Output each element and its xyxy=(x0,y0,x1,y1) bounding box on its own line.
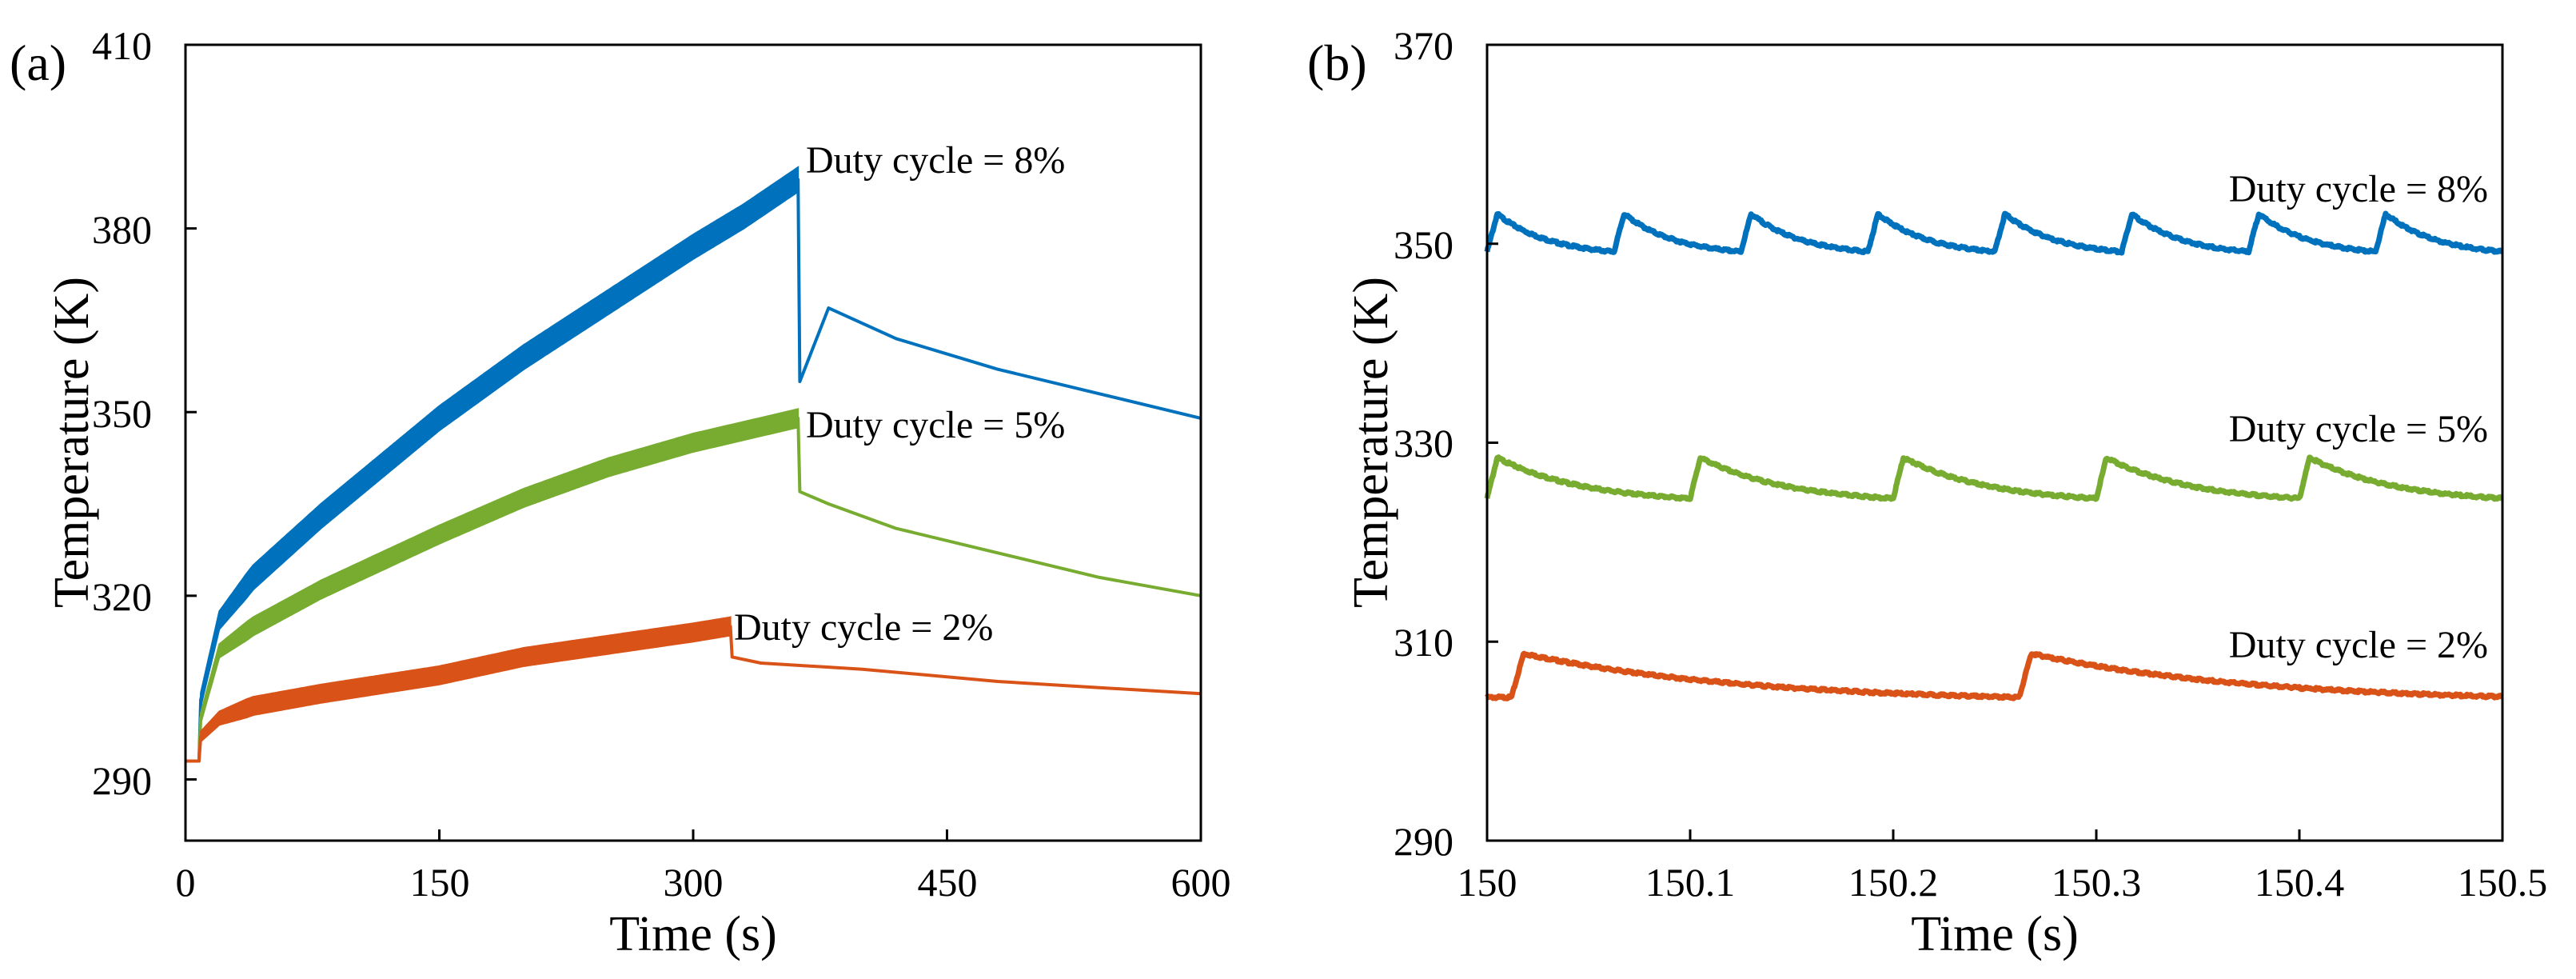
panel-b-xtick-label: 150.3 xyxy=(2052,860,2142,905)
panel-a: (a) 290 320 350 380 410 0 150 300 450 60… xyxy=(10,23,1231,961)
panel-a-band-5pct xyxy=(200,408,800,724)
panel-a-xtick-label: 150 xyxy=(410,860,470,905)
panel-a-ticks xyxy=(184,43,1202,841)
panel-b-series-label-5pct: Duty cycle = 5% xyxy=(2229,408,2488,450)
panel-b-y-axis-title: Temperature (K) xyxy=(1344,277,1398,608)
panel-b: (b) 290 310 330 350 370 150 150.1 150.2 … xyxy=(1307,23,2547,961)
panel-a-series-label-5pct: Duty cycle = 5% xyxy=(806,404,1065,446)
panel-b-line-5pct xyxy=(1484,454,2505,502)
panel-b-line-2pct xyxy=(1485,650,2505,701)
panel-a-ytick-label: 320 xyxy=(92,574,152,619)
panel-a-series-label-8pct: Duty cycle = 8% xyxy=(806,139,1065,182)
panel-b-series xyxy=(1484,210,2505,701)
panel-b-ytick-label: 310 xyxy=(1394,620,1453,665)
panel-a-line-2pct xyxy=(185,625,1202,763)
panel-a-xtick-label: 600 xyxy=(1171,860,1231,905)
panel-b-line-8pct xyxy=(1484,210,2505,256)
panel-b-series-label-2pct: Duty cycle = 2% xyxy=(2229,624,2488,666)
panel-b-xtick-label: 150.2 xyxy=(1848,860,1939,905)
panel-a-series xyxy=(185,166,1202,763)
panel-a-series-label-2pct: Duty cycle = 2% xyxy=(734,606,993,649)
panel-b-ytick-label: 330 xyxy=(1394,421,1453,466)
panel-b-xtick-label: 150 xyxy=(1457,860,1517,905)
panel-a-xtick-label: 300 xyxy=(664,860,724,905)
panel-a-x-axis-title: Time (s) xyxy=(609,907,777,961)
panel-b-xtick-label: 150.5 xyxy=(2458,860,2548,905)
panel-b-label: (b) xyxy=(1307,34,1367,91)
panel-a-ytick-label: 380 xyxy=(92,207,152,252)
panel-b-ytick-label: 290 xyxy=(1394,819,1453,864)
panel-b-xtick-label: 150.1 xyxy=(1645,860,1736,905)
panel-a-ytick-label: 410 xyxy=(92,23,152,68)
panel-b-x-axis-title: Time (s) xyxy=(1911,907,2079,961)
panel-b-xtick-label: 150.4 xyxy=(2255,860,2345,905)
panel-a-ytick-label: 290 xyxy=(92,758,152,803)
panel-a-label: (a) xyxy=(10,34,66,91)
panel-a-xtick-label: 0 xyxy=(176,860,196,905)
panel-a-line-8pct xyxy=(185,178,1202,763)
panel-b-ticks xyxy=(1485,43,2504,842)
panel-a-line-5pct xyxy=(185,416,1202,763)
panel-b-series-label-8pct: Duty cycle = 8% xyxy=(2229,168,2488,210)
panel-a-xtick-label: 450 xyxy=(918,860,978,905)
panel-a-ytick-label: 350 xyxy=(92,391,152,436)
panel-a-y-axis-title: Temperature (K) xyxy=(45,277,99,608)
panel-b-ytick-label: 350 xyxy=(1394,222,1453,267)
panel-a-band-2pct xyxy=(200,616,732,744)
panel-b-ytick-label: 370 xyxy=(1394,23,1453,68)
